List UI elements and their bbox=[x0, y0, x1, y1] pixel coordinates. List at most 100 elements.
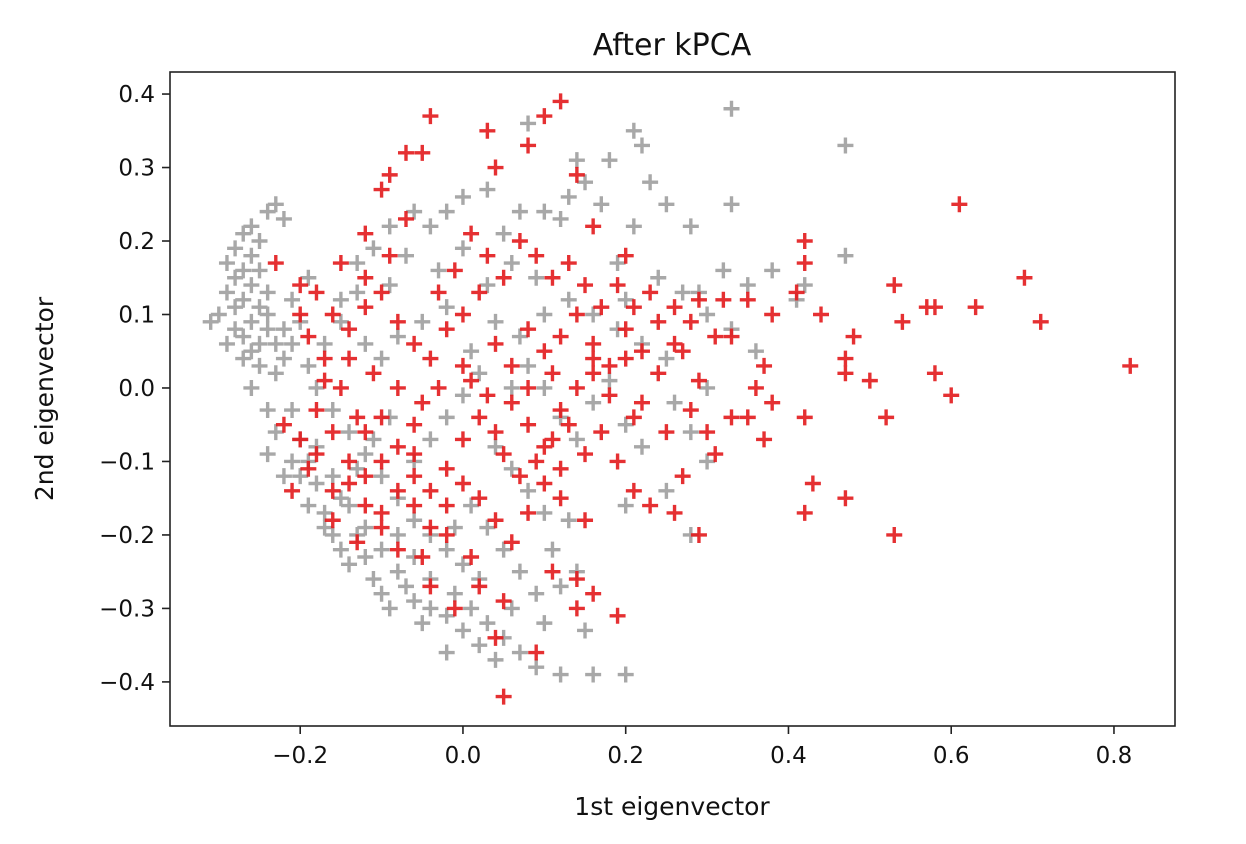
scatter-point bbox=[536, 343, 553, 360]
scatter-point bbox=[544, 563, 561, 580]
scatter-point bbox=[316, 335, 333, 352]
scatter-point bbox=[446, 600, 463, 617]
scatter-point bbox=[422, 578, 439, 595]
scatter-point bbox=[682, 402, 699, 419]
scatter-point bbox=[389, 482, 406, 499]
scatter-point bbox=[275, 468, 292, 485]
scatter-point bbox=[666, 394, 683, 411]
scatter-point bbox=[585, 365, 602, 382]
scatter-point bbox=[284, 335, 301, 352]
scatter-point bbox=[495, 225, 512, 242]
scatter-point bbox=[520, 321, 537, 338]
scatter-point bbox=[804, 475, 821, 492]
scatter-point bbox=[308, 402, 325, 419]
scatter-point bbox=[552, 328, 569, 345]
scatter-point bbox=[487, 651, 504, 668]
scatter-point bbox=[560, 188, 577, 205]
scatter-point bbox=[756, 357, 773, 374]
scatter-point bbox=[430, 379, 447, 396]
scatter-point bbox=[406, 497, 423, 514]
scatter-point bbox=[243, 247, 260, 264]
scatter-point bbox=[463, 225, 480, 242]
scatter-point bbox=[715, 262, 732, 279]
scatter-point bbox=[544, 431, 561, 448]
scatter-point bbox=[471, 490, 488, 507]
scatter-point bbox=[438, 299, 455, 316]
scatter-point bbox=[495, 446, 512, 463]
scatter-point bbox=[560, 416, 577, 433]
scatter-point bbox=[389, 526, 406, 543]
scatter-point bbox=[642, 284, 659, 301]
scatter-point bbox=[324, 402, 341, 419]
scatter-point bbox=[503, 357, 520, 374]
scatter-point bbox=[471, 365, 488, 382]
scatter-point bbox=[227, 299, 244, 316]
scatter-point bbox=[243, 343, 260, 360]
scatter-point bbox=[487, 629, 504, 646]
x-tick-label: 0.4 bbox=[770, 743, 807, 769]
y-axis-label: 2nd eigenvector bbox=[30, 296, 59, 501]
scatter-point bbox=[235, 225, 252, 242]
scatter-point bbox=[479, 277, 496, 294]
y-tick-label: −0.2 bbox=[99, 523, 155, 549]
scatter-point bbox=[1122, 357, 1139, 374]
scatter-point bbox=[251, 299, 268, 316]
scatter-point bbox=[332, 255, 349, 272]
scatter-point bbox=[397, 578, 414, 595]
scatter-point bbox=[357, 497, 374, 514]
scatter-point bbox=[389, 313, 406, 330]
scatter-point bbox=[406, 593, 423, 610]
scatter-point bbox=[373, 350, 390, 367]
scatter-point bbox=[796, 277, 813, 294]
scatter-point bbox=[259, 203, 276, 220]
axes-layer: −0.2 0.0 0.2 0.4 0.6 0.8 −0.4 −0.3 −0.2 −0.1 0.0 0.… bbox=[99, 82, 1132, 769]
scatter-point bbox=[389, 328, 406, 345]
scatter-point bbox=[479, 615, 496, 632]
scatter-point bbox=[463, 600, 480, 617]
scatter-point bbox=[544, 365, 561, 382]
scatter-point bbox=[349, 409, 366, 426]
scatter-point bbox=[845, 328, 862, 345]
scatter-point bbox=[747, 343, 764, 360]
scatter-point bbox=[454, 556, 471, 573]
scatter-point bbox=[699, 453, 716, 470]
scatter-point bbox=[292, 306, 309, 323]
scatter-point bbox=[503, 600, 520, 617]
scatter-point bbox=[690, 372, 707, 389]
scatter-point bbox=[275, 416, 292, 433]
scatter-point bbox=[609, 255, 626, 272]
scatter-point bbox=[422, 600, 439, 617]
y-tick-label: −0.3 bbox=[99, 596, 155, 622]
scatter-point bbox=[341, 321, 358, 338]
scatter-point bbox=[577, 622, 594, 639]
scatter-point bbox=[422, 519, 439, 536]
scatter-point bbox=[381, 247, 398, 264]
scatter-point bbox=[796, 233, 813, 250]
scatter-point bbox=[463, 343, 480, 360]
scatter-point bbox=[414, 548, 431, 565]
scatter-point bbox=[316, 372, 333, 389]
scatter-point bbox=[292, 431, 309, 448]
scatter-point bbox=[406, 446, 423, 463]
scatter-point bbox=[487, 159, 504, 176]
scatter-point bbox=[316, 350, 333, 367]
scatter-point bbox=[625, 409, 642, 426]
scatter-point bbox=[341, 453, 358, 470]
scatter-point bbox=[454, 357, 471, 374]
scatter-point bbox=[617, 247, 634, 264]
scatter-point bbox=[560, 512, 577, 529]
scatter-point bbox=[707, 328, 724, 345]
scatter-point bbox=[397, 210, 414, 227]
scatter-point bbox=[682, 313, 699, 330]
scatter-point bbox=[690, 526, 707, 543]
scatter-point bbox=[511, 644, 528, 661]
scatter-point bbox=[479, 519, 496, 536]
scatter-point bbox=[568, 571, 585, 588]
scatter-point bbox=[259, 321, 276, 338]
scatter-point bbox=[300, 328, 317, 345]
scatter-point bbox=[674, 343, 691, 360]
scatter-point bbox=[308, 379, 325, 396]
scatter-point bbox=[438, 409, 455, 426]
scatter-point bbox=[406, 512, 423, 529]
scatter-point bbox=[251, 233, 268, 250]
